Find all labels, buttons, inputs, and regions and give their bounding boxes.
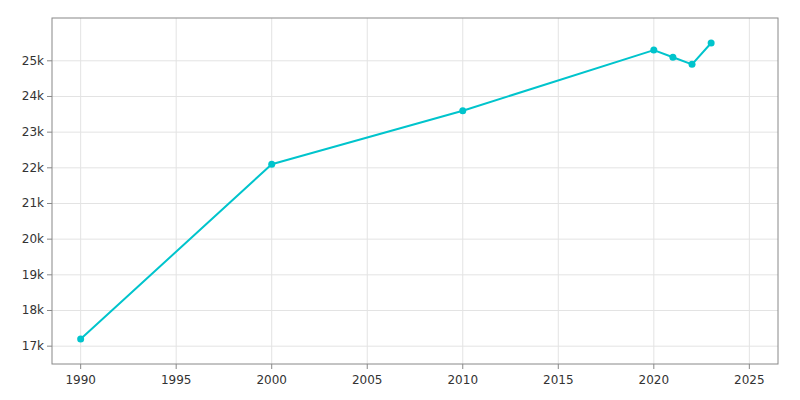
x-tick <box>80 364 81 369</box>
y-grid-line <box>52 167 778 168</box>
x-grid-line <box>558 18 559 364</box>
x-tick <box>176 364 177 369</box>
x-grid-line <box>271 18 272 364</box>
y-tick-label: 21k <box>22 196 44 210</box>
x-tick-label: 2020 <box>639 373 670 387</box>
plot-frame <box>52 18 778 364</box>
y-tick <box>47 239 52 240</box>
y-grid-line <box>52 274 778 275</box>
y-grid-line <box>52 60 778 61</box>
y-tick-label: 18k <box>22 303 44 317</box>
grid <box>52 18 778 364</box>
y-tick <box>47 167 52 168</box>
x-grid-line <box>653 18 654 364</box>
y-tick-label: 17k <box>22 339 44 353</box>
x-tick-label: 2015 <box>543 373 574 387</box>
x-tick-label: 2025 <box>734 373 765 387</box>
x-tick <box>462 364 463 369</box>
marker <box>708 39 715 46</box>
marker <box>669 54 676 61</box>
y-tick-label: 23k <box>22 125 44 139</box>
y-grid-line <box>52 96 778 97</box>
y-tick <box>47 60 52 61</box>
x-tick <box>367 364 368 369</box>
line <box>81 43 711 339</box>
x-tick <box>558 364 559 369</box>
marker <box>77 336 84 343</box>
marker <box>689 61 696 68</box>
y-tick-label: 24k <box>22 89 44 103</box>
x-grid-line <box>749 18 750 364</box>
x-tick <box>749 364 750 369</box>
y-grid-line <box>52 203 778 204</box>
axes: 1990 1995 2000 2005 2010 2015 2020 2025 17k 18k 19… <box>22 18 778 387</box>
y-tick <box>47 346 52 347</box>
y-tick <box>47 310 52 311</box>
y-tick <box>47 274 52 275</box>
chart: 1990 1995 2000 2005 2010 2015 2020 2025 17k 18k 19… <box>0 0 800 400</box>
plot-area <box>52 18 778 364</box>
y-tick <box>47 96 52 97</box>
x-tick-label: 2010 <box>447 373 478 387</box>
y-grid-line <box>52 239 778 240</box>
y-grid-line <box>52 310 778 311</box>
y-tick <box>47 203 52 204</box>
y-grid-line <box>52 346 778 347</box>
x-tick-label: 1990 <box>65 373 96 387</box>
x-tick <box>653 364 654 369</box>
y-grid-line <box>52 132 778 133</box>
x-tick-label: 2000 <box>256 373 287 387</box>
x-tick <box>271 364 272 369</box>
marker <box>650 47 657 54</box>
x-tick-label: 2005 <box>352 373 383 387</box>
y-tick-label: 22k <box>22 161 44 175</box>
x-grid-line <box>176 18 177 364</box>
x-tick-label: 1995 <box>161 373 192 387</box>
x-grid-line <box>80 18 81 364</box>
y-tick-label: 20k <box>22 232 44 246</box>
y-tick-label: 19k <box>22 268 44 282</box>
x-grid-line <box>462 18 463 364</box>
series <box>77 39 714 342</box>
y-tick-label: 25k <box>22 54 44 68</box>
x-grid-line <box>367 18 368 364</box>
y-tick <box>47 132 52 133</box>
marker <box>459 107 466 114</box>
marker <box>268 161 275 168</box>
